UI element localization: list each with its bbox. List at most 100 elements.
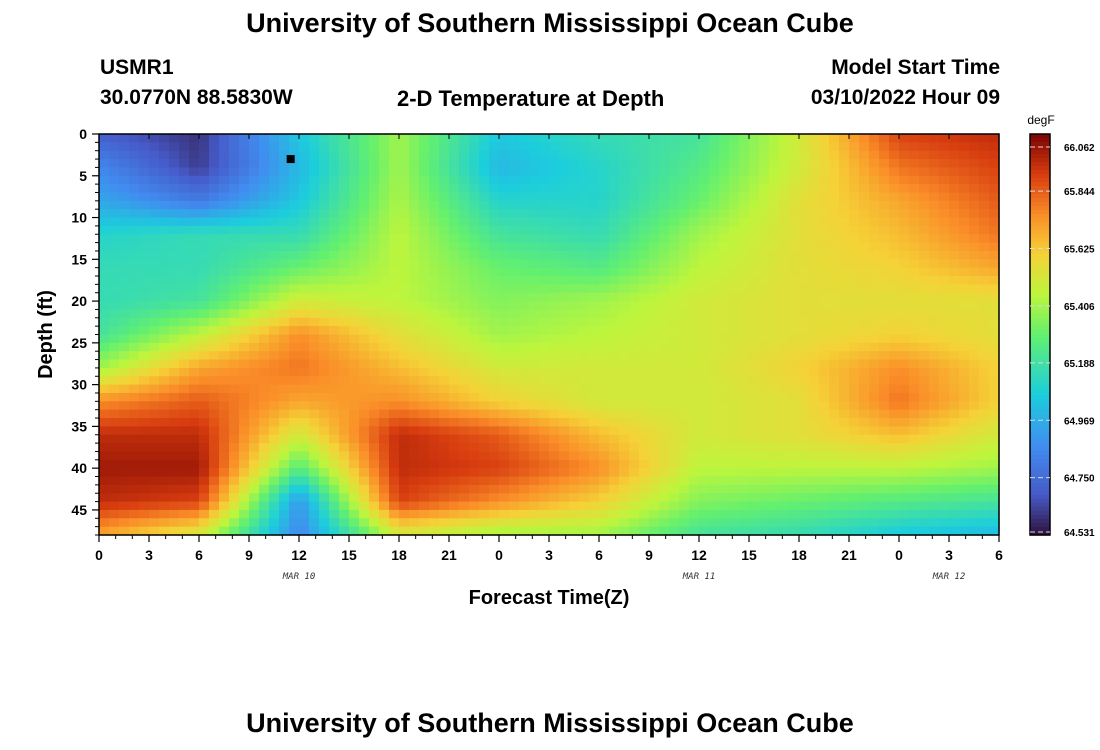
heatmap-cell bbox=[249, 209, 260, 219]
heatmap-cell bbox=[229, 267, 240, 277]
heatmap-cell bbox=[839, 217, 850, 227]
heatmap-cell bbox=[609, 401, 620, 411]
heatmap-cell bbox=[469, 326, 480, 336]
heatmap-cell bbox=[749, 367, 760, 377]
heatmap-cell bbox=[789, 518, 800, 528]
heatmap-cell bbox=[559, 342, 570, 352]
heatmap-cell bbox=[399, 250, 410, 260]
heatmap-cell bbox=[689, 526, 700, 536]
heatmap-cell bbox=[379, 250, 390, 260]
heatmap-cell bbox=[799, 234, 810, 244]
heatmap-cell bbox=[469, 451, 480, 461]
heatmap-cell bbox=[769, 367, 780, 377]
heatmap-cell bbox=[309, 493, 320, 503]
heatmap-cell bbox=[909, 426, 920, 436]
heatmap-cell bbox=[399, 259, 410, 269]
heatmap-cell bbox=[779, 284, 790, 294]
heatmap-cell bbox=[809, 526, 820, 536]
heatmap-cell bbox=[719, 526, 730, 536]
heatmap-cell bbox=[989, 134, 1000, 143]
heatmap-cell bbox=[579, 167, 590, 177]
heatmap-cell bbox=[809, 518, 820, 528]
heatmap-cell bbox=[659, 359, 670, 369]
heatmap-cell bbox=[509, 225, 520, 235]
heatmap-cell bbox=[519, 418, 530, 427]
heatmap-cell bbox=[589, 392, 600, 402]
heatmap-cell bbox=[569, 342, 580, 352]
heatmap-cell bbox=[859, 267, 870, 277]
heatmap-cell bbox=[319, 401, 330, 411]
heatmap-cell bbox=[569, 493, 580, 503]
heatmap-cell bbox=[349, 175, 360, 185]
heatmap-cell bbox=[409, 292, 420, 302]
heatmap-cell bbox=[649, 167, 660, 177]
heatmap-cell bbox=[809, 134, 820, 143]
heatmap-cell bbox=[679, 509, 690, 519]
heatmap-cell bbox=[319, 509, 330, 519]
heatmap-cell bbox=[119, 209, 130, 219]
heatmap-cell bbox=[179, 267, 190, 277]
heatmap-cell bbox=[279, 225, 290, 235]
heatmap-cell bbox=[659, 317, 670, 327]
heatmap-cell bbox=[639, 184, 650, 194]
heatmap-cell bbox=[229, 392, 240, 402]
heatmap-cell bbox=[179, 468, 190, 478]
heatmap-cell bbox=[839, 359, 850, 369]
heatmap-cell bbox=[299, 301, 310, 311]
heatmap-cell bbox=[469, 150, 480, 160]
heatmap-cell bbox=[359, 225, 370, 235]
heatmap-cell bbox=[589, 434, 600, 444]
heatmap-cell bbox=[499, 484, 510, 494]
heatmap-cell bbox=[709, 451, 720, 461]
heatmap-cell bbox=[939, 342, 950, 352]
heatmap-cell bbox=[809, 309, 820, 319]
heatmap-cell bbox=[599, 426, 610, 436]
heatmap-cell bbox=[989, 476, 1000, 486]
heatmap-cell bbox=[979, 367, 990, 377]
heatmap-cell bbox=[549, 276, 560, 285]
heatmap-cell bbox=[669, 225, 680, 235]
heatmap-cell bbox=[509, 209, 520, 219]
heatmap-cell bbox=[189, 200, 200, 210]
x-tick-label: 3 bbox=[145, 547, 153, 563]
heatmap-cell bbox=[539, 225, 550, 235]
heatmap-cell bbox=[509, 476, 520, 486]
heatmap-cell bbox=[219, 259, 230, 269]
heatmap-cell bbox=[789, 443, 800, 453]
heatmap-cell bbox=[229, 501, 240, 511]
heatmap-cell bbox=[109, 392, 120, 402]
heatmap-cell bbox=[139, 526, 150, 536]
heatmap-cell bbox=[439, 468, 450, 478]
colorbar-segment bbox=[1030, 410, 1050, 416]
heatmap-cell bbox=[149, 192, 160, 202]
heatmap-cell bbox=[959, 159, 970, 169]
heatmap-cell bbox=[439, 376, 450, 386]
heatmap-cell bbox=[659, 493, 670, 503]
y-tick-label: 40 bbox=[71, 460, 87, 476]
heatmap-cell bbox=[229, 200, 240, 210]
heatmap-cell bbox=[319, 326, 330, 336]
heatmap-cell bbox=[789, 526, 800, 536]
x-tick-label: 6 bbox=[995, 547, 1003, 563]
heatmap-cell bbox=[979, 225, 990, 235]
heatmap-cell bbox=[389, 359, 400, 369]
heatmap-cell bbox=[569, 459, 580, 469]
heatmap-cell bbox=[569, 217, 580, 227]
heatmap-cell bbox=[479, 242, 490, 252]
heatmap-cell bbox=[309, 175, 320, 185]
heatmap-cell bbox=[199, 409, 210, 419]
heatmap-cell bbox=[649, 526, 660, 536]
heatmap-cell bbox=[279, 276, 290, 285]
heatmap-cell bbox=[589, 276, 600, 285]
heatmap-cell bbox=[949, 309, 960, 319]
heatmap-cell bbox=[599, 167, 610, 177]
heatmap-cell bbox=[299, 150, 310, 160]
heatmap-cell bbox=[299, 284, 310, 294]
heatmap-cell bbox=[609, 250, 620, 260]
heatmap-cell bbox=[389, 284, 400, 294]
heatmap-cell bbox=[889, 418, 900, 427]
heatmap-cell bbox=[319, 434, 330, 444]
heatmap-cell bbox=[989, 200, 1000, 210]
heatmap-cell bbox=[389, 301, 400, 311]
heatmap-cell bbox=[749, 392, 760, 402]
